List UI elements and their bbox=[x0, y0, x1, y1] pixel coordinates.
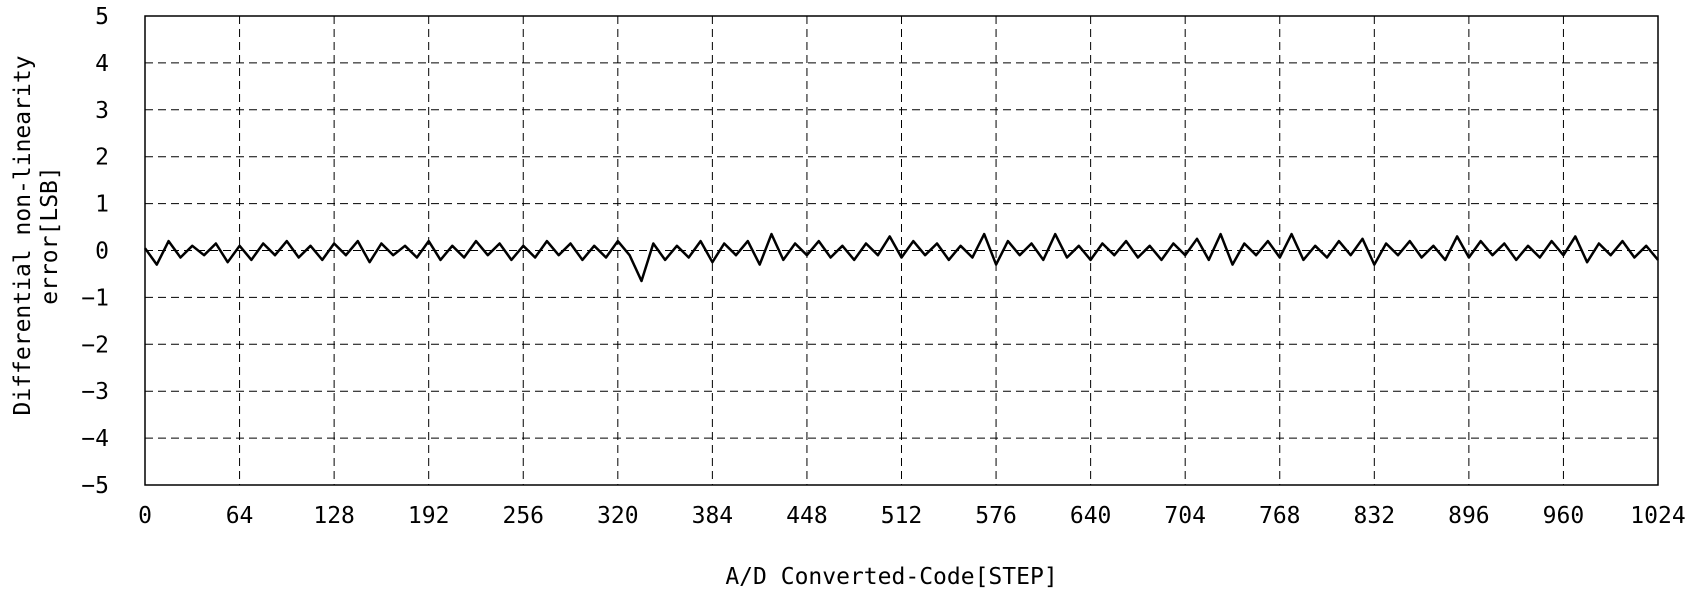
y-tick-label: 0 bbox=[95, 239, 109, 265]
series-line-0 bbox=[143, 232, 1659, 283]
y-tick-label: 4 bbox=[95, 51, 109, 77]
y-tick-label: −2 bbox=[81, 332, 109, 358]
x-tick-label: 128 bbox=[313, 503, 355, 529]
y-axis-tick-labels: 5 4 3 2 1 0 −1 −2 −3 −4 −5 bbox=[81, 4, 109, 499]
y-axis-title-line-1: Differential non-linearity bbox=[10, 55, 36, 415]
x-tick-label: 896 bbox=[1448, 503, 1490, 529]
x-axis-title: A/D Converted-Code[STEP] bbox=[725, 564, 1057, 590]
y-tick-label: −1 bbox=[81, 285, 109, 311]
x-tick-label: 256 bbox=[502, 503, 544, 529]
x-tick-label: 192 bbox=[408, 503, 450, 529]
x-tick-label: 448 bbox=[786, 503, 828, 529]
x-tick-label: 768 bbox=[1259, 503, 1301, 529]
x-tick-label: 512 bbox=[881, 503, 923, 529]
y-tick-label: −4 bbox=[81, 426, 109, 452]
y-tick-label: 3 bbox=[95, 98, 109, 124]
grid-lines bbox=[145, 16, 1658, 485]
x-tick-label: 384 bbox=[692, 503, 734, 529]
x-axis-tick-labels: 0 64 128 192 256 320 384 448 512 576 640 704 768 832 8… bbox=[138, 503, 1686, 529]
y-axis-title: Differential non-linearity error[LSB] bbox=[10, 55, 63, 415]
x-tick-label: 960 bbox=[1543, 503, 1585, 529]
x-tick-label: 576 bbox=[975, 503, 1017, 529]
x-tick-label: 1024 bbox=[1630, 503, 1685, 529]
plot-area-frame bbox=[144, 15, 1659, 486]
x-tick-label: 0 bbox=[138, 503, 152, 529]
y-tick-label: −5 bbox=[81, 473, 109, 499]
y-axis-title-line-2: error[LSB] bbox=[37, 166, 63, 304]
data-series bbox=[143, 232, 1659, 283]
y-tick-label: 2 bbox=[95, 145, 109, 171]
x-tick-label: 320 bbox=[597, 503, 639, 529]
x-tick-label: 640 bbox=[1070, 503, 1112, 529]
y-tick-label: −3 bbox=[81, 379, 109, 405]
x-tick-label: 832 bbox=[1354, 503, 1396, 529]
y-tick-label: 1 bbox=[95, 192, 109, 218]
x-tick-label: 704 bbox=[1164, 503, 1206, 529]
y-tick-label: 5 bbox=[95, 4, 109, 30]
x-tick-label: 64 bbox=[226, 503, 254, 529]
